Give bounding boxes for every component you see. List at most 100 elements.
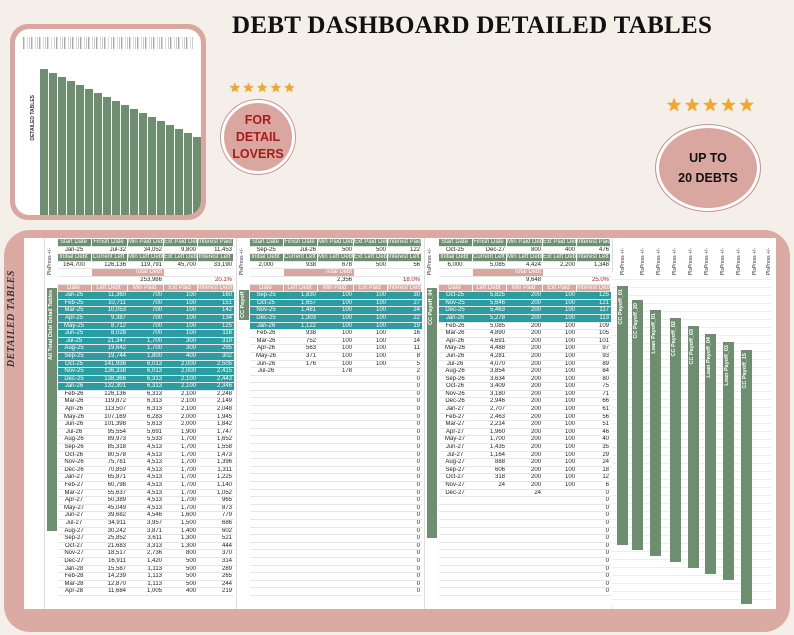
table-row: 0: [439, 528, 611, 536]
table-cell: Sep-26: [445, 375, 465, 382]
table-cell: Min Paid: [318, 284, 354, 292]
table-cell: 200: [530, 482, 541, 488]
table-row: Nov-27 18,517 2,736 800 370: [58, 550, 234, 558]
group-tab-cc-payoff-01[interactable]: CC Payoff_01: [239, 290, 249, 320]
table-cell: 1,700: [180, 459, 196, 466]
payoff-bar[interactable]: CC Payoff_03: [688, 326, 699, 568]
plis-press-label[interactable]: PlsPress +/-: [752, 248, 758, 276]
plis-press-label[interactable]: PlsPress +/-: [427, 248, 433, 276]
table-cell: 30: [388, 292, 422, 299]
table-cell: 4,513: [146, 504, 162, 511]
table-cell: Ext Paid Debt: [354, 239, 388, 246]
table-cell: 0: [416, 421, 420, 428]
table-cell: 200: [530, 383, 541, 390]
table-row: Nov-25 5,646 200 100 121: [439, 299, 611, 308]
table-cell: Min Paid Debt: [318, 239, 354, 246]
table-cell: [250, 421, 284, 428]
table-cell: [439, 497, 473, 504]
table-cell: 35: [602, 444, 609, 451]
table-cell: 6,000: [447, 261, 463, 268]
table-cell: Jan-26: [439, 314, 473, 322]
plis-press-label[interactable]: PlsPress +/-: [720, 248, 726, 276]
table-cell: 100: [543, 292, 577, 299]
table-cell: 200: [530, 406, 541, 413]
table-cell: [250, 436, 284, 443]
table-cell: Min Left Debt: [128, 254, 164, 261]
table-row: Dec-25 138,366 6,313 2,100 2,443: [58, 375, 234, 384]
payoff-bar[interactable]: Loan Payoff_01: [650, 310, 661, 556]
table-row: 0: [250, 505, 422, 513]
plis-press-label[interactable]: PlsPress +/-: [688, 248, 694, 276]
table-cell: Left Debt: [473, 284, 507, 292]
table-cell: 39,682: [107, 512, 126, 519]
table-cell: 2,200: [559, 261, 575, 268]
payoff-bar[interactable]: CC Payoff_15: [741, 350, 752, 604]
table-cell: 0: [416, 573, 420, 580]
preview-bar: [112, 101, 120, 215]
table-cell: 122: [409, 246, 420, 253]
table-cell: Left Debt: [92, 284, 128, 292]
table-cell: [284, 474, 318, 481]
plis-press-label[interactable]: PlsPress +/-: [640, 248, 646, 276]
table-row: Jul-27 34,911 3,957 1,500 686: [58, 520, 234, 528]
table-cell: 752: [305, 337, 316, 344]
table-cell: 100: [564, 330, 575, 337]
table-row: 0: [250, 436, 422, 445]
preview-thumbnail: DETAILED TABLES: [10, 24, 206, 220]
table-cell: Oct-25: [439, 292, 473, 299]
table-cell: [284, 497, 318, 504]
table-cell: 0: [605, 497, 609, 504]
star-icon: ★: [269, 80, 282, 95]
table-cell: 18.0%: [402, 276, 420, 283]
table-row: 0: [250, 497, 422, 505]
table-cell: 200: [530, 375, 541, 382]
group-tab-all-total[interactable]: All Total Debt Detail Tables: [47, 288, 57, 531]
payoff-bar[interactable]: CC Payoff_01: [617, 286, 628, 545]
table-cell: Interest Left: [388, 254, 422, 261]
plis-press-label[interactable]: PlsPress +/-: [672, 248, 678, 276]
table-summary-row: 164,700 126,136 119,791 45,700 33,190: [58, 262, 234, 270]
plis-press-label[interactable]: PlsPress +/-: [704, 248, 710, 276]
table-cell: 100: [564, 428, 575, 435]
plis-press-label[interactable]: PlsPress +/-: [736, 248, 742, 276]
star-icon: ★: [702, 95, 719, 115]
plis-press-label[interactable]: PlsPress +/-: [620, 248, 626, 276]
plis-press-label[interactable]: PlsPress +/-: [656, 248, 662, 276]
table-cell: 300: [164, 337, 198, 345]
table-cell: 15,587: [107, 565, 126, 572]
table-row: Aug-26 3,854 200 100 84: [439, 368, 611, 376]
table-cell: 0: [605, 504, 609, 511]
payoff-bar[interactable]: Loan Payoff_04: [705, 334, 716, 574]
table-cell: 2,415: [198, 368, 234, 375]
table-cell: 100: [564, 337, 575, 344]
table-cell: 2: [416, 368, 420, 375]
plis-press-label[interactable]: PlsPress +/-: [47, 248, 53, 276]
payoff-bar[interactable]: CC Payoff_20: [632, 300, 643, 550]
table-cell: 126,136: [104, 261, 126, 268]
table-cell: 100: [164, 322, 198, 330]
table-cell: 500: [185, 557, 196, 564]
table-cell: 8,028: [92, 330, 128, 337]
table-row: 0: [250, 558, 422, 566]
group-tab-cc-payoff-04[interactable]: CC Payoff_04: [427, 288, 437, 538]
payoff-bar[interactable]: CC Payoff_02: [670, 318, 681, 562]
payoff-bar[interactable]: Loan Payoff_03: [723, 342, 734, 580]
table-row: 0: [250, 474, 422, 482]
table-row: Mar-26 119,872 6,313 2,100 2,149: [58, 398, 234, 407]
table-cell: [250, 406, 284, 413]
table-cell: [543, 512, 577, 519]
table-cell: 100: [164, 292, 198, 299]
table-cell: Min Left Debt: [318, 254, 354, 261]
table-cell: 100: [341, 360, 352, 367]
plis-press-label[interactable]: PlsPress +/-: [766, 248, 772, 276]
table-cell: Jun-26: [445, 352, 465, 359]
table-cell: 500: [375, 261, 386, 268]
table-cell: Jan-27: [445, 406, 465, 413]
plis-press-label[interactable]: PlsPress +/-: [239, 248, 245, 276]
table-row: 0: [250, 467, 422, 475]
table-cell: [284, 391, 318, 398]
table-cell: 178: [341, 368, 352, 375]
star-icon: ★: [242, 80, 255, 95]
table-cell: [250, 376, 284, 383]
table-cell: [318, 452, 354, 459]
